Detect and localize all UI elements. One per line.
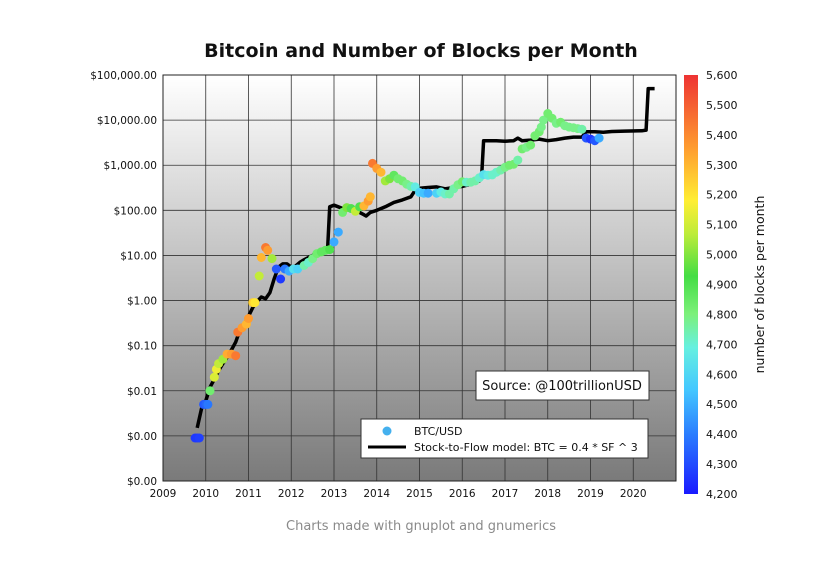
y-axis: $100,000.00 $10,000.00 $1,000.00 $100.00 $10… bbox=[90, 70, 157, 488]
colorbar-tick-label: 5,000 bbox=[706, 249, 738, 262]
colorbar-tick-label: 4,600 bbox=[706, 368, 738, 381]
data-point bbox=[365, 192, 375, 202]
colorbar-tick-label: 5,500 bbox=[706, 99, 738, 112]
x-tick-label: 2019 bbox=[577, 488, 604, 500]
x-tick-label: 2018 bbox=[534, 488, 561, 500]
colorbar bbox=[684, 75, 698, 494]
legend-label-btc: BTC/USD bbox=[414, 425, 463, 438]
colorbar-tick-label: 4,700 bbox=[706, 338, 738, 351]
x-tick-label: 2009 bbox=[150, 488, 177, 500]
y-tick-label: $100.00 bbox=[114, 205, 157, 217]
y-tick-label: $1,000.00 bbox=[104, 160, 157, 172]
data-point bbox=[203, 399, 213, 409]
y-tick-label: $0.01 bbox=[127, 386, 157, 398]
colorbar-tick-label: 5,100 bbox=[706, 219, 738, 232]
x-tick-label: 2014 bbox=[363, 488, 390, 500]
colorbar-tick-label: 5,200 bbox=[706, 189, 738, 202]
colorbar-tick-label: 5,300 bbox=[706, 159, 738, 172]
x-tick-label: 2016 bbox=[449, 488, 476, 500]
x-tick-label: 2020 bbox=[620, 488, 647, 500]
data-point bbox=[271, 264, 281, 274]
x-tick-label: 2015 bbox=[406, 488, 433, 500]
legend-marker-btc bbox=[382, 426, 392, 436]
data-point bbox=[244, 314, 253, 323]
data-point bbox=[513, 155, 523, 165]
x-tick-label: 2013 bbox=[321, 488, 348, 500]
colorbar-tick-label: 4,900 bbox=[706, 279, 738, 292]
colorbar-tick-label: 4,300 bbox=[706, 458, 738, 471]
colorbar-tick-label: 5,600 bbox=[706, 69, 738, 82]
data-point bbox=[267, 254, 277, 264]
data-point bbox=[205, 386, 215, 396]
data-point bbox=[209, 372, 219, 382]
legend-label-model: Stock-to-Flow model: BTC = 0.4 * SF ^ 3 bbox=[414, 441, 638, 454]
data-point bbox=[329, 237, 339, 247]
x-tick-label: 2010 bbox=[192, 488, 219, 500]
data-point bbox=[423, 188, 433, 198]
source-text: Source: @100trillionUSD bbox=[482, 379, 642, 394]
data-point bbox=[256, 253, 266, 262]
data-point bbox=[276, 274, 286, 284]
data-point bbox=[594, 133, 604, 143]
data-point bbox=[231, 351, 241, 361]
data-point bbox=[333, 227, 343, 237]
chart-title: Bitcoin and Number of Blocks per Month bbox=[204, 40, 638, 62]
x-axis: 2009 2010 2011 2012 2013 2014 2015 2016 2017 2018… bbox=[150, 488, 647, 500]
x-tick-label: 2012 bbox=[278, 488, 305, 500]
colorbar-tick-label: 4,800 bbox=[706, 308, 738, 321]
colorbar-ticks: 5,600 5,500 5,400 5,300 5,200 5,100 5,000 4,900… bbox=[706, 69, 738, 501]
colorbar-label: number of blocks per month bbox=[752, 196, 767, 374]
x-tick-label: 2017 bbox=[492, 488, 519, 500]
colorbar-tick-label: 4,500 bbox=[706, 398, 738, 411]
colorbar-tick-label: 4,200 bbox=[706, 488, 738, 501]
data-point bbox=[194, 433, 204, 443]
y-tick-label: $10.00 bbox=[120, 250, 157, 262]
colorbar-tick-label: 5,400 bbox=[706, 129, 738, 142]
y-tick-label: $10,000.00 bbox=[97, 115, 157, 127]
data-point bbox=[577, 124, 587, 134]
btc-usd-series bbox=[190, 109, 604, 443]
caption: Charts made with gnuplot and gnumerics bbox=[286, 519, 556, 534]
y-tick-label: $0.10 bbox=[127, 341, 157, 353]
data-point bbox=[526, 140, 536, 150]
data-point bbox=[250, 298, 260, 308]
data-point bbox=[325, 245, 335, 255]
legend: BTC/USD Stock-to-Flow model: BTC = 0.4 *… bbox=[360, 418, 649, 459]
y-tick-label: $1.00 bbox=[127, 296, 157, 308]
data-point bbox=[254, 271, 264, 281]
colorbar-tick-label: 4,400 bbox=[706, 428, 738, 441]
x-tick-label: 2011 bbox=[235, 488, 262, 500]
y-tick-label: $100,000.00 bbox=[90, 70, 157, 82]
source-annotation: Source: @100trillionUSD bbox=[475, 370, 650, 401]
y-tick-label: $0.00 bbox=[127, 431, 157, 443]
data-point bbox=[376, 167, 386, 177]
y-tick-label: $0.00 bbox=[127, 476, 157, 488]
data-point bbox=[536, 122, 546, 132]
data-point bbox=[263, 245, 273, 255]
plot-frame bbox=[162, 74, 677, 482]
data-point bbox=[539, 115, 548, 125]
